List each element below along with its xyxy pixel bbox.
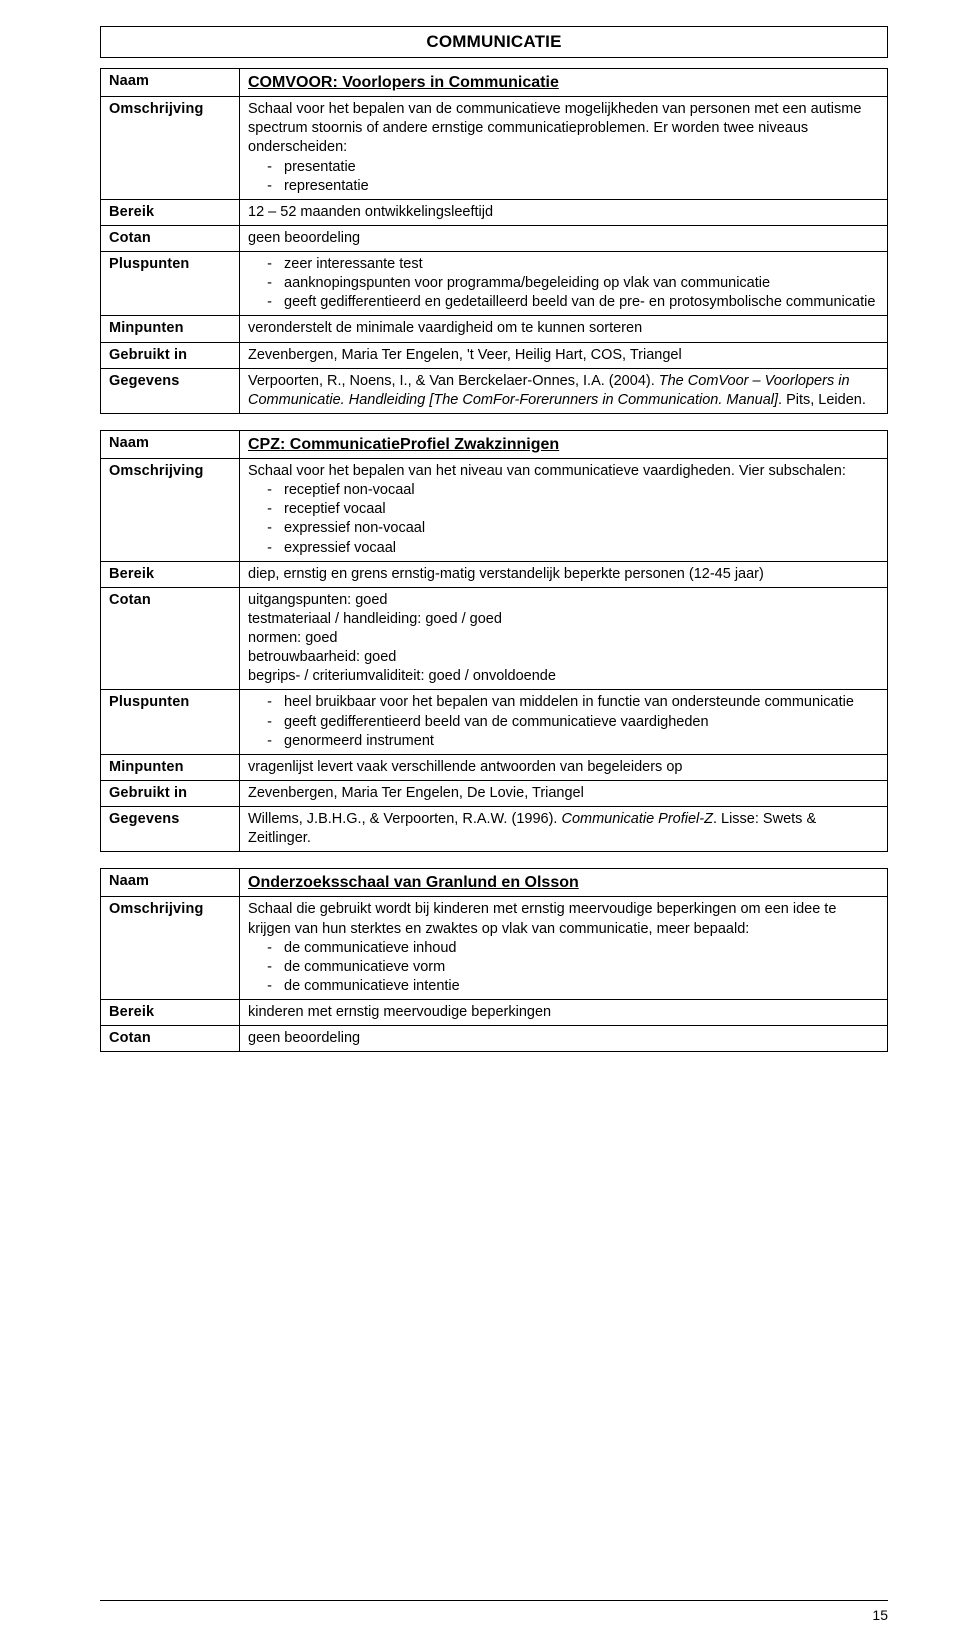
- list-item: de communicatieve inhoud: [272, 939, 881, 958]
- label-omschrijving: Omschrijving: [101, 459, 240, 562]
- value-bereik: 12 – 52 maanden ontwikkelingsleeftijd: [240, 199, 888, 225]
- value-gebruikt-in: Zevenbergen, Maria Ter Engelen, 't Veer,…: [240, 342, 888, 368]
- entry-cpz: Naam CPZ: CommunicatieProfiel Zwakzinnig…: [100, 430, 888, 852]
- list-item: geeft gedifferentieerd en gedetailleerd …: [272, 293, 881, 312]
- cotan-line: normen: goed: [248, 629, 881, 648]
- omschrijving-intro: Schaal voor het bepalen van de communica…: [248, 100, 881, 157]
- entry-title: CPZ: CommunicatieProfiel Zwakzinnigen: [248, 436, 559, 453]
- list-item: geeft gedifferentieerd beeld van de comm…: [272, 713, 881, 732]
- value-pluspunten: zeer interessante test aanknopingspunten…: [240, 252, 888, 316]
- value-naam: CPZ: CommunicatieProfiel Zwakzinnigen: [240, 430, 888, 458]
- value-minpunten: veronderstelt de minimale vaardigheid om…: [240, 316, 888, 342]
- value-gebruikt-in: Zevenbergen, Maria Ter Engelen, De Lovie…: [240, 780, 888, 806]
- cotan-line: begrips- / criteriumvaliditeit: goed / o…: [248, 667, 881, 686]
- value-naam: COMVOOR: Voorlopers in Communicatie: [240, 69, 888, 97]
- label-cotan: Cotan: [101, 587, 240, 690]
- pluspunten-list: zeer interessante test aanknopingspunten…: [248, 255, 881, 312]
- list-item: de communicatieve vorm: [272, 958, 881, 977]
- value-gegevens: Verpoorten, R., Noens, I., & Van Berckel…: [240, 368, 888, 413]
- list-item: genormeerd instrument: [272, 732, 881, 751]
- gegevens-a: Verpoorten, R., Noens, I., & Van Berckel…: [248, 373, 659, 389]
- list-item: expressief vocaal: [272, 539, 881, 558]
- label-omschrijving: Omschrijving: [101, 97, 240, 200]
- list-item: de communicatieve intentie: [272, 977, 881, 996]
- label-naam: Naam: [101, 869, 240, 897]
- label-bereik: Bereik: [101, 1000, 240, 1026]
- label-cotan: Cotan: [101, 1026, 240, 1052]
- value-gegevens: Willems, J.B.H.G., & Verpoorten, R.A.W. …: [240, 807, 888, 852]
- omschrijving-intro: Schaal die gebruikt wordt bij kinderen m…: [248, 900, 881, 938]
- list-item: expressief non-vocaal: [272, 519, 881, 538]
- value-cotan: uitgangspunten: goed testmateriaal / han…: [240, 587, 888, 690]
- pluspunten-list: heel bruikbaar voor het bepalen van midd…: [248, 693, 881, 750]
- label-bereik: Bereik: [101, 199, 240, 225]
- omschrijving-intro: Schaal voor het bepalen van het niveau v…: [248, 462, 881, 481]
- gegevens-c: . Pits, Leiden.: [778, 392, 866, 408]
- list-item: receptief vocaal: [272, 500, 881, 519]
- entry-title: Onderzoeksschaal van Granlund en Olsson: [248, 874, 579, 891]
- value-minpunten: vragenlijst levert vaak verschillende an…: [240, 754, 888, 780]
- list-item: representatie: [272, 177, 881, 196]
- value-omschrijving: Schaal voor het bepalen van het niveau v…: [240, 459, 888, 562]
- value-pluspunten: heel bruikbaar voor het bepalen van midd…: [240, 690, 888, 754]
- value-bereik: kinderen met ernstig meervoudige beperki…: [240, 1000, 888, 1026]
- label-minpunten: Minpunten: [101, 754, 240, 780]
- label-minpunten: Minpunten: [101, 316, 240, 342]
- entry-granlund-olsson: Naam Onderzoeksschaal van Granlund en Ol…: [100, 868, 888, 1052]
- list-item: presentatie: [272, 158, 881, 177]
- footer-rule: [100, 1600, 888, 1601]
- gegevens-a: Willems, J.B.H.G., & Verpoorten, R.A.W. …: [248, 811, 561, 827]
- label-pluspunten: Pluspunten: [101, 690, 240, 754]
- list-item: zeer interessante test: [272, 255, 881, 274]
- value-naam: Onderzoeksschaal van Granlund en Olsson: [240, 869, 888, 897]
- label-pluspunten: Pluspunten: [101, 252, 240, 316]
- label-naam: Naam: [101, 69, 240, 97]
- entry-comvoor: Naam COMVOOR: Voorlopers in Communicatie…: [100, 68, 888, 414]
- label-bereik: Bereik: [101, 561, 240, 587]
- list-item: receptief non-vocaal: [272, 481, 881, 500]
- gegevens-b: Communicatie Profiel-Z: [561, 811, 713, 827]
- list-item: aanknopingspunten voor programma/begelei…: [272, 274, 881, 293]
- value-cotan: geen beoordeling: [240, 225, 888, 251]
- value-omschrijving: Schaal die gebruikt wordt bij kinderen m…: [240, 897, 888, 1000]
- value-bereik: diep, ernstig en grens ernstig-matig ver…: [240, 561, 888, 587]
- entry-title: COMVOOR: Voorlopers in Communicatie: [248, 74, 559, 91]
- section-title: COMMUNICATIE: [100, 26, 888, 58]
- label-cotan: Cotan: [101, 225, 240, 251]
- omschrijving-list: receptief non-vocaal receptief vocaal ex…: [248, 481, 881, 558]
- value-cotan: geen beoordeling: [240, 1026, 888, 1052]
- label-gebruikt-in: Gebruikt in: [101, 342, 240, 368]
- cotan-line: testmateriaal / handleiding: goed / goed: [248, 610, 881, 629]
- page: COMMUNICATIE Naam COMVOOR: Voorlopers in…: [0, 0, 960, 1641]
- omschrijving-list: de communicatieve inhoud de communicatie…: [248, 939, 881, 996]
- label-gegevens: Gegevens: [101, 807, 240, 852]
- list-item: heel bruikbaar voor het bepalen van midd…: [272, 693, 881, 712]
- cotan-line: uitgangspunten: goed: [248, 591, 881, 610]
- label-gegevens: Gegevens: [101, 368, 240, 413]
- value-omschrijving: Schaal voor het bepalen van de communica…: [240, 97, 888, 200]
- label-omschrijving: Omschrijving: [101, 897, 240, 1000]
- label-naam: Naam: [101, 430, 240, 458]
- omschrijving-list: presentatie representatie: [248, 158, 881, 196]
- label-gebruikt-in: Gebruikt in: [101, 780, 240, 806]
- page-number: 15: [872, 1607, 888, 1623]
- cotan-line: betrouwbaarheid: goed: [248, 648, 881, 667]
